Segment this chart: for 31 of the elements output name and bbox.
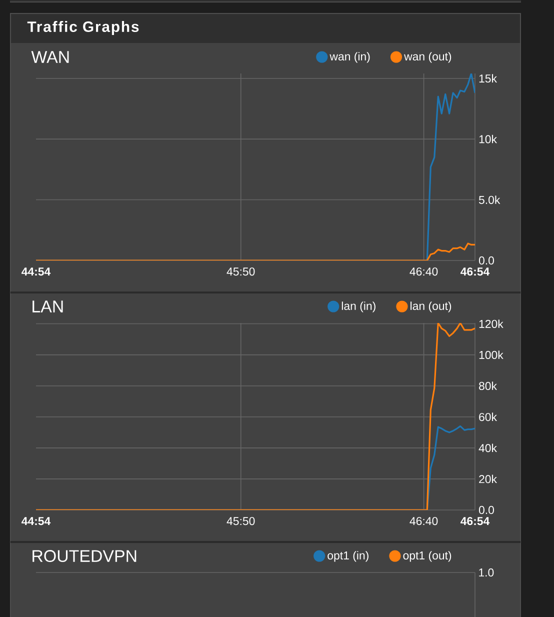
y-tick-label: 10k <box>479 134 498 144</box>
y-tick-label: 60k <box>479 412 498 422</box>
x-tick-label: 45:50 <box>226 516 255 526</box>
y-tick-label: 15k <box>479 74 498 83</box>
legend-label: opt1 (out) <box>403 551 452 562</box>
x-tick-label: 46:54 <box>460 516 490 526</box>
x-tick-label: 46:54 <box>460 267 490 276</box>
chart-title: WAN <box>31 51 69 63</box>
legend-label: lan (in) <box>342 302 376 312</box>
y-tick-label: 20k <box>479 474 498 484</box>
text: Traffic Graphs <box>27 21 139 35</box>
y-tick-label: 40k <box>478 444 498 452</box>
y-tick-label: 5.0k <box>478 196 500 204</box>
x-tick-label: 44:54 <box>22 517 51 526</box>
x-tick-label: 46:40 <box>410 516 438 526</box>
x-tick-label: 44:54 <box>22 268 51 276</box>
legend-label: wan (out) <box>404 52 452 63</box>
x-tick-label: 46:40 <box>410 267 438 276</box>
legend-label: wan (in) <box>330 52 370 63</box>
x-tick-label: 45:50 <box>226 267 255 276</box>
y-tick-label: 80k <box>479 382 498 390</box>
text: ROUTEDVPN <box>32 550 136 562</box>
text: 1.0 <box>479 568 494 577</box>
chart-title: LAN <box>32 300 63 312</box>
y-tick-label: 120k <box>479 320 504 328</box>
legend-label: lan (out) <box>410 302 452 312</box>
legend-label: opt1 (in) <box>328 551 368 562</box>
line-series <box>36 242 475 260</box>
y-tick-label: 100k <box>479 350 504 360</box>
y-tick-label: 0.0 <box>478 256 494 265</box>
y-tick-label: 0.0 <box>478 506 494 514</box>
